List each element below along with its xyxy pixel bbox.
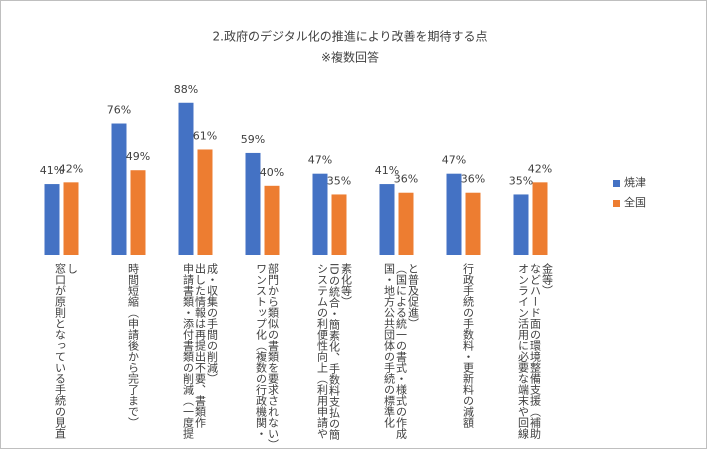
data-label: 36% xyxy=(461,173,485,186)
bar xyxy=(379,184,395,255)
bar xyxy=(264,185,280,255)
bar xyxy=(532,182,548,255)
bar xyxy=(465,192,481,255)
data-label: 41% xyxy=(375,164,399,177)
bar xyxy=(513,194,529,255)
bar xyxy=(398,192,414,255)
bar xyxy=(63,182,79,255)
data-label: 35% xyxy=(327,174,351,187)
x-tick-label: 窓口が原則となっている手続の見直し xyxy=(53,263,79,439)
data-label: 42% xyxy=(528,162,552,175)
x-tick-label: ワンストップ化（複数の行政機関・部門から類似の書類を要求されない） xyxy=(254,263,280,449)
data-label: 59% xyxy=(241,133,265,146)
chart-subtitle: ※複数回答 xyxy=(321,50,379,65)
data-label: 49% xyxy=(126,150,150,163)
legend-swatch xyxy=(613,180,620,187)
legend-label: 全国 xyxy=(624,195,646,209)
data-label: 88% xyxy=(174,83,198,96)
bar xyxy=(130,170,146,255)
bar xyxy=(331,194,347,255)
bar xyxy=(245,152,261,255)
data-label: 47% xyxy=(442,154,466,167)
bar xyxy=(446,173,462,255)
data-label: 36% xyxy=(394,173,418,186)
bar xyxy=(197,149,213,255)
x-tick-label: システムの利便性向上（利用申請やIDの統合・簡素化、手数料支払の簡素化等） xyxy=(315,263,353,440)
bar xyxy=(312,173,328,255)
data-label: 35% xyxy=(509,174,533,187)
x-tick-label: 行政手続の手数料・更新料の減額 xyxy=(461,263,475,428)
data-label: 47% xyxy=(308,154,332,167)
x-tick-label: オンライン活用に必要な端末や回線などハード面の環境整備支援（補助金等） xyxy=(516,263,554,439)
bar xyxy=(178,102,194,255)
x-tick-label: 国・地方公共団体の手続の標準化（国による統一の書式・様式の作成と普及促進） xyxy=(382,263,420,439)
data-label: 41% xyxy=(40,164,64,177)
data-label: 76% xyxy=(107,104,131,117)
x-tick-label: 時間短縮（申請後から完了まで） xyxy=(126,263,140,428)
x-tick-label: 申請書類・添付書類の削減（一度提出した情報は再提出不要、書類作成・収集の手間の削… xyxy=(181,263,219,439)
legend-label: 焼津 xyxy=(624,176,646,189)
chart-title: 2.政府のデジタル化の推進により改善を期待する点 xyxy=(213,29,488,44)
bar xyxy=(111,123,127,256)
data-label: 42% xyxy=(59,162,83,175)
data-label: 61% xyxy=(193,129,217,142)
bar xyxy=(44,184,60,255)
legend-swatch xyxy=(613,200,620,207)
data-label: 40% xyxy=(260,166,284,179)
